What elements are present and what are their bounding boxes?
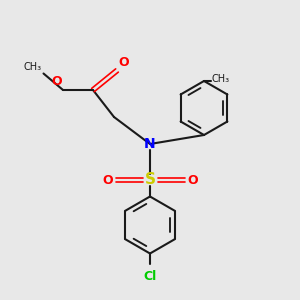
Text: N: N — [144, 137, 156, 151]
Text: CH₃: CH₃ — [212, 74, 230, 85]
Text: S: S — [145, 172, 155, 188]
Text: O: O — [118, 56, 129, 69]
Text: CH₃: CH₃ — [24, 62, 42, 72]
Text: O: O — [51, 75, 62, 88]
Text: O: O — [187, 173, 197, 187]
Text: Cl: Cl — [143, 270, 157, 283]
Text: O: O — [103, 173, 113, 187]
